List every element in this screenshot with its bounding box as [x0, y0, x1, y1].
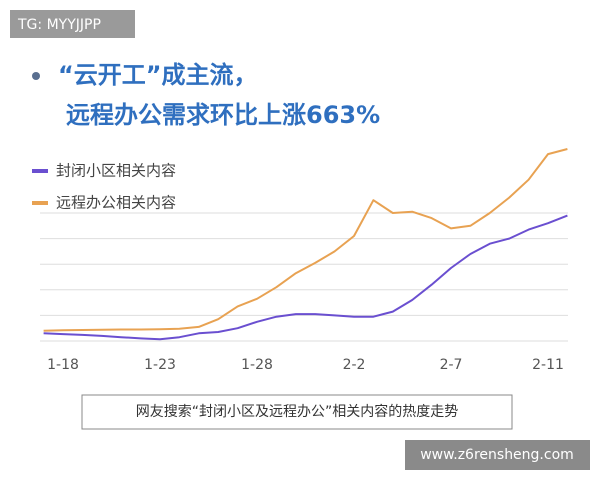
watermark: TG: MYYJJPP: [17, 17, 101, 33]
x-tick-label: 1-23: [144, 357, 176, 373]
x-tick-label: 2-2: [343, 357, 366, 373]
x-tick-label: 2-11: [532, 357, 564, 373]
x-tick-label: 2-7: [440, 357, 463, 373]
caption-box: [81, 394, 513, 430]
x-tick-label: 1-18: [47, 357, 79, 373]
chart-title: 远程办公需求环比上涨663%: [66, 101, 380, 129]
chart-title: “云开工”成主流，: [58, 61, 258, 89]
legend-label: 远程办公相关内容: [56, 194, 176, 212]
series-line: [43, 148, 568, 332]
series-line: [43, 214, 568, 341]
caption: 网友搜索“封闭小区及远程办公”相关内容的热度走势: [136, 403, 459, 420]
bullet: [32, 72, 40, 80]
x-tick-label: 1-28: [241, 357, 273, 373]
source: www.z6rensheng.com: [420, 447, 574, 463]
legend-label: 封闭小区相关内容: [56, 162, 176, 180]
source-box: [405, 440, 590, 470]
watermark-box: [10, 10, 135, 38]
